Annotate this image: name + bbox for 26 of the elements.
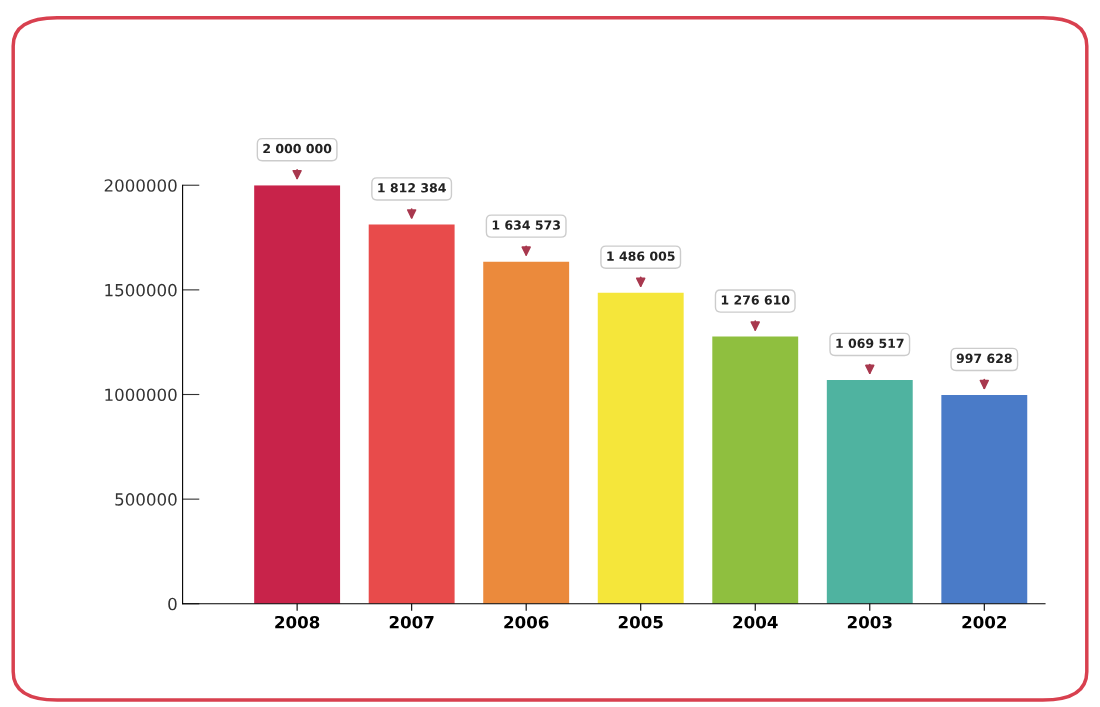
bar (368, 224, 455, 604)
bar (597, 292, 684, 604)
data-label: 1 486 005 (607, 251, 675, 261)
y-tick-label: 1000000 (105, 388, 177, 402)
x-tick-label: 2004 (733, 615, 778, 629)
y-tick-label: 2000000 (104, 179, 177, 192)
bar (941, 395, 1028, 604)
bar (712, 336, 799, 604)
x-tick-label: 2007 (389, 615, 434, 629)
y-tick-label: 0 (168, 597, 177, 611)
bar (483, 261, 570, 604)
y-tick-label: 500000 (115, 493, 177, 506)
data-label: 1 276 610 (721, 295, 790, 305)
data-label: 1 812 384 (378, 183, 446, 193)
x-tick-label: 2006 (504, 615, 549, 629)
data-label: 997 628 (956, 353, 1012, 364)
bar (254, 185, 341, 604)
data-label: 2 000 000 (263, 143, 332, 154)
x-tick-label: 2002 (962, 615, 1007, 629)
y-tick-label: 1500000 (105, 283, 177, 297)
data-label: 1 634 573 (492, 220, 560, 230)
x-tick-label: 2005 (618, 615, 663, 629)
bar (826, 379, 913, 604)
x-tick-label: 2008 (275, 615, 320, 629)
x-tick-label: 2003 (847, 615, 892, 629)
data-label: 1 069 517 (836, 338, 904, 349)
